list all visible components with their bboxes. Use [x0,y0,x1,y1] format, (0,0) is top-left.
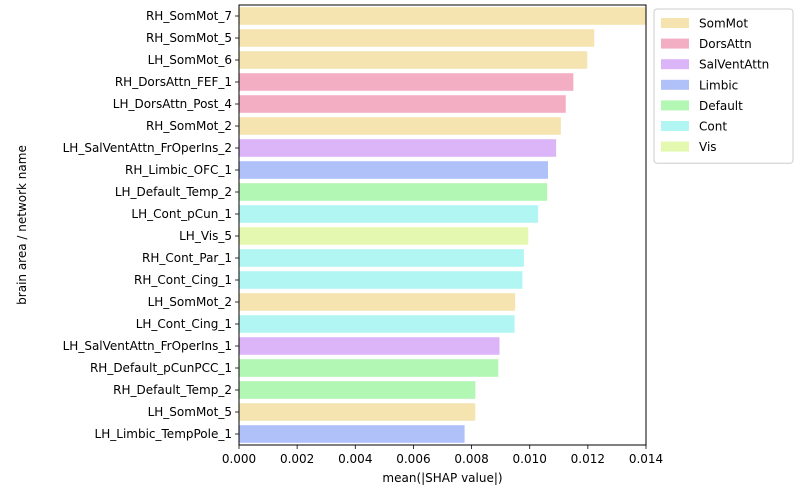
bar-LH_Cont_pCun_1 [239,205,539,223]
y-tick-label: LH_Cont_Cing_1 [136,317,232,331]
bar-LH_Vis_5 [239,227,529,245]
x-tick-label: 0.000 [222,452,256,466]
bar-RH_DorsAttn_FEF_1 [239,73,574,91]
legend-label: Limbic [699,78,738,92]
bar-RH_SomMot_5 [239,29,595,47]
bar-LH_Cont_Cing_1 [239,315,515,333]
y-tick-label: RH_SomMot_7 [146,9,232,23]
bar-LH_SomMot_6 [239,51,588,69]
x-tick-label: 0.012 [571,452,605,466]
bar-LH_SomMot_5 [239,403,476,421]
legend-label: Default [699,99,743,113]
bar-RH_Default_pCunPCC_1 [239,359,499,377]
legend-label: DorsAttn [699,37,752,51]
y-tick-label: LH_SalVentAttn_FrOperIns_1 [63,339,232,353]
y-tick-label: RH_Cont_Cing_1 [134,273,232,287]
x-tick-label: 0.006 [396,452,430,466]
y-axis-label: brain area / network name [15,145,29,305]
y-tick-label: RH_Default_Temp_2 [113,383,232,397]
y-tick-label: RH_DorsAttn_FEF_1 [115,75,232,89]
bar-RH_Cont_Cing_1 [239,271,523,289]
y-tick-label: LH_SomMot_2 [148,295,232,309]
legend-label: SomMot [699,17,748,31]
x-tick-label: 0.002 [280,452,314,466]
x-tick-label: 0.004 [338,452,372,466]
bar-LH_SalVentAttn_FrOperIns_2 [239,139,557,157]
y-tick-label: RH_SomMot_5 [146,31,232,45]
y-tick-label: LH_Cont_pCun_1 [131,207,232,221]
y-tick-label: LH_SalVentAttn_FrOperIns_2 [63,141,232,155]
legend-label: SalVentAttn [699,58,769,72]
bar-RH_SomMot_7 [239,7,646,25]
legend-swatch [661,121,689,131]
x-tick-label: 0.014 [629,452,663,466]
bar-RH_Default_Temp_2 [239,381,476,399]
x-tick-label: 0.010 [513,452,547,466]
y-tick-label: RH_Default_pCunPCC_1 [90,361,232,375]
y-tick-labels: RH_SomMot_7 RH_SomMot_5 LH_SomMot_6 RH_Dors… [63,9,239,441]
bar-LH_DorsAttn_Post_4 [239,95,566,113]
x-tick-labels: 0.000 0.002 0.004 0.006 0.008 0.010 0.012 0.014 [222,445,663,466]
bar-RH_Limbic_OFC_1 [239,161,549,179]
bar-RH_SomMot_2 [239,117,561,135]
bar-LH_SalVentAttn_FrOperIns_1 [239,337,500,355]
bar-LH_SomMot_2 [239,293,516,311]
y-tick-label: RH_Limbic_OFC_1 [125,163,232,177]
x-tick-label: 0.008 [454,452,488,466]
x-axis-label: mean(|SHAP value|) [382,471,502,485]
legend-swatch [661,38,689,49]
axes-frame [238,4,647,446]
bar-RH_Cont_Par_1 [239,249,524,267]
legend-swatch [661,79,689,90]
y-tick-label: LH_DorsAttn_Post_4 [113,97,232,111]
bar-LH_Default_Temp_2 [239,183,548,201]
legend: SomMot DorsAttn SalVentAttn Limbic Default Co… [653,8,794,164]
y-tick-label: LH_SomMot_5 [148,405,232,419]
bars-group [239,7,646,443]
y-tick-label: RH_SomMot_2 [146,119,232,133]
y-tick-label: LH_Default_Temp_2 [115,185,232,199]
legend-swatch [661,141,689,152]
legend-swatch [661,100,689,111]
y-tick-label: LH_Vis_5 [179,229,232,243]
y-tick-label: LH_Limbic_TempPole_1 [95,427,232,441]
bar-LH_Limbic_TempPole_1 [239,425,465,443]
legend-label: Vis [699,140,717,154]
legend-label: Cont [699,120,727,134]
legend-swatch [661,59,689,70]
y-tick-label: LH_SomMot_6 [148,53,232,67]
legend-swatch [661,18,689,28]
y-tick-label: RH_Cont_Par_1 [142,251,232,265]
